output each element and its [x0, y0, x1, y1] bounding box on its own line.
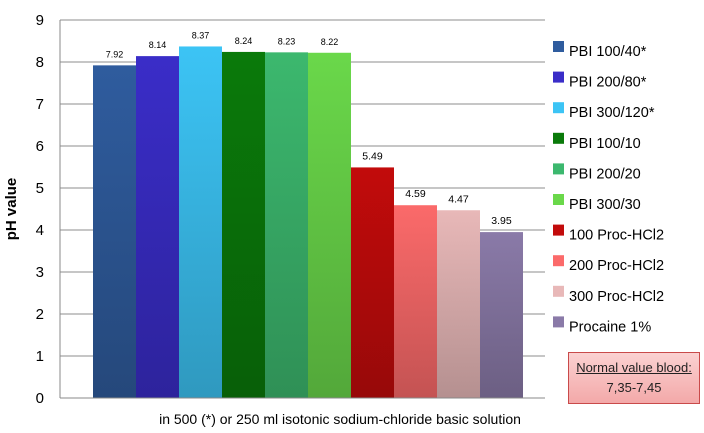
y-tick-label: 2	[36, 306, 44, 323]
bar	[222, 51, 265, 399]
legend-label: PBI 100/40*	[569, 44, 647, 60]
bar	[136, 56, 179, 399]
legend-swatch	[553, 41, 564, 52]
data-label: 7.92	[106, 49, 124, 59]
legend-label: Procaine 1%	[569, 319, 651, 335]
bar	[179, 46, 222, 399]
normal-value-annotation: Normal value blood: 7,35-7,45	[568, 352, 700, 404]
bar	[308, 52, 351, 398]
legend-label: 100 Proc-HCl2	[569, 228, 664, 244]
data-labels: 7.92 8.14 8.37 8.24 8.23 8.22 5.49 4.59 4.47 3.95	[106, 30, 512, 227]
data-label: 3.95	[491, 215, 512, 227]
bar	[437, 210, 480, 398]
y-tick-label: 8	[36, 54, 44, 71]
data-label: 4.47	[448, 193, 469, 205]
legend-swatch	[553, 102, 564, 114]
legend-swatch	[553, 163, 564, 175]
legend-swatch	[553, 255, 564, 267]
bar	[480, 232, 523, 398]
y-tick-label: 4	[36, 222, 44, 239]
bar	[394, 205, 437, 398]
y-tick-label: 1	[36, 348, 44, 365]
y-tick-labels: 0 1 2 3 4 5 6 7 8 9	[36, 12, 44, 407]
annotation-value: 7,35-7,45	[606, 380, 662, 395]
y-tick-label: 3	[36, 264, 44, 281]
legend-swatch	[553, 194, 564, 205]
annotation-title: Normal value blood:	[576, 360, 692, 375]
data-label: 8.23	[278, 36, 296, 46]
data-label: 8.14	[149, 40, 167, 50]
bar	[93, 65, 136, 399]
data-label: 8.22	[321, 37, 339, 47]
y-tick-label: 0	[36, 390, 44, 407]
data-label: 4.59	[405, 188, 426, 200]
legend: PBI 100/40* PBI 200/80* PBI 300/120* PBI 10…	[553, 41, 664, 335]
legend-label: PBI 200/80*	[569, 75, 647, 91]
legend-label: 300 Proc-HCl2	[569, 289, 664, 305]
legend-label: 200 Proc-HCl2	[569, 258, 664, 274]
x-axis-label: in 500 (*) or 250 ml isotonic sodium-chl…	[159, 411, 521, 427]
legend-swatch	[553, 285, 564, 297]
legend-label: PBI 100/10	[569, 136, 641, 152]
y-tick-label: 6	[36, 138, 44, 155]
bar	[265, 52, 308, 399]
y-tick-label: 5	[36, 180, 44, 197]
y-tick-label: 9	[36, 12, 44, 29]
data-label: 8.37	[192, 30, 210, 40]
legend-swatch	[553, 316, 564, 328]
bar	[351, 167, 394, 398]
legend-label: PBI 200/20	[569, 166, 641, 182]
legend-swatch	[553, 132, 564, 144]
data-label: 5.49	[362, 150, 383, 162]
legend-label: PBI 300/30	[569, 197, 641, 213]
bars	[93, 46, 523, 399]
legend-swatch	[553, 224, 564, 236]
legend-swatch	[553, 71, 564, 83]
legend-label: PBI 300/120*	[569, 105, 655, 121]
data-label: 8.24	[235, 36, 253, 46]
y-axis-label: pH value	[3, 178, 20, 241]
y-tick-label: 7	[36, 96, 44, 113]
